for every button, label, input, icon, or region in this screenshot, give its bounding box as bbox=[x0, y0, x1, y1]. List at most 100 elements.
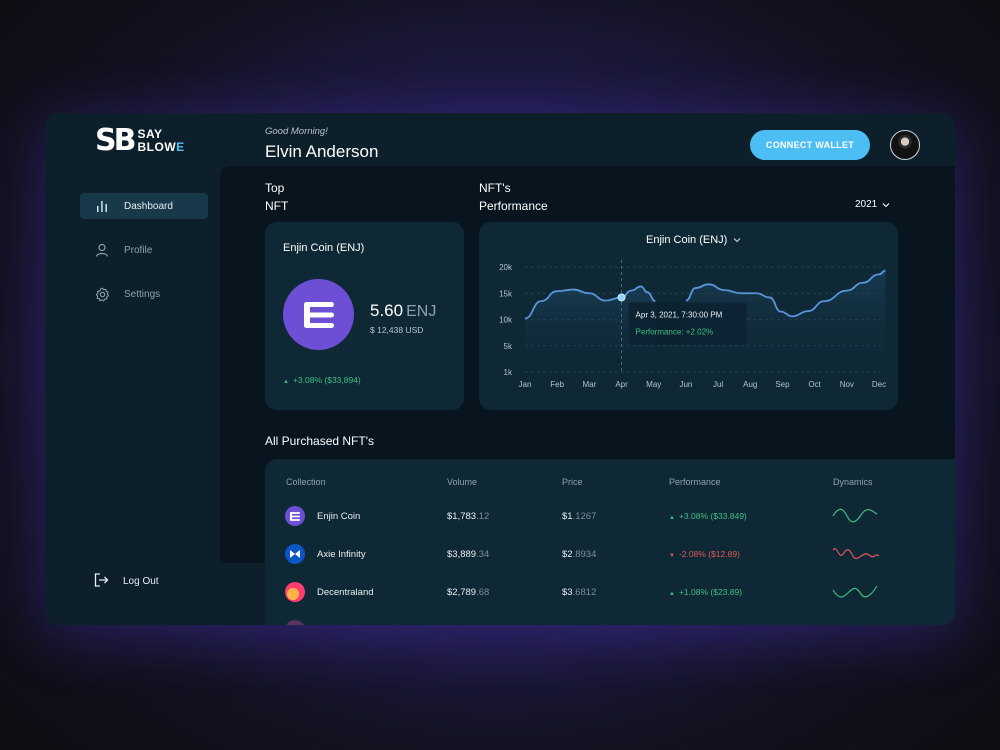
axie-icon bbox=[285, 544, 305, 564]
price-value: $3.6812 bbox=[562, 587, 596, 598]
enjin-icon bbox=[285, 506, 305, 526]
x-tick-label: Jun bbox=[679, 380, 692, 389]
y-tick-label: 5k bbox=[504, 342, 513, 351]
performance-title-line-2: Performance bbox=[479, 199, 548, 213]
price-main: $3 bbox=[562, 587, 573, 598]
sidebar-item-label: Profile bbox=[124, 244, 153, 256]
price-decimal: .1267 bbox=[572, 511, 597, 522]
nft-usd-value: $ 12,438 USD bbox=[370, 325, 424, 335]
x-tick-label: Jul bbox=[713, 380, 723, 389]
brand-logo[interactable]: SB SAY BLOWE bbox=[95, 126, 185, 156]
x-tick-label: Oct bbox=[808, 380, 821, 389]
enjin-coin-icon bbox=[283, 279, 354, 350]
top-nft-title-line-2: NFT bbox=[265, 199, 289, 213]
price-decimal: .8934 bbox=[572, 549, 597, 560]
area-fill bbox=[525, 286, 656, 372]
nft-value: 5.60 ENJ bbox=[370, 301, 436, 321]
y-tick-label: 10k bbox=[499, 316, 513, 325]
year-value: 2021 bbox=[855, 199, 878, 210]
collection-name: Enjin Coin bbox=[317, 511, 361, 522]
table-row[interactable]: Axie Infinity $3,889.34 $2.8934 ▼ -2.08% … bbox=[265, 538, 955, 576]
price-main: $1 bbox=[562, 511, 573, 522]
table-row[interactable]: Enjin Coin $1,783.12 $1.1267 ▲ +3.08% ($3… bbox=[265, 500, 955, 538]
x-tick-label: Sep bbox=[775, 380, 790, 389]
decentraland-icon bbox=[285, 582, 305, 602]
header-volume[interactable]: Volume bbox=[447, 477, 478, 487]
x-tick-label: Apr bbox=[615, 380, 628, 389]
sidebar-item-settings[interactable]: Settings bbox=[80, 281, 208, 307]
coin-value: Enjin Coin (ENJ) bbox=[646, 234, 728, 246]
performance-chart[interactable]: 20k 15k 10k 5k 1k Jan Feb Mar Apr May Jun Jul Aug Sep… bbox=[479, 222, 898, 410]
volume-decimal: .34 bbox=[476, 549, 490, 560]
nft-table: Collection Volume Price Performance Dyna… bbox=[265, 459, 955, 625]
nft-value-number: 5.60 bbox=[370, 301, 404, 320]
performance-value: ▲ +1.08% ($23.89) bbox=[669, 587, 742, 597]
sidebar-item-dashboard[interactable]: Dashboard bbox=[80, 193, 208, 219]
logo-mark: SB bbox=[95, 123, 137, 158]
volume-main: $1,783 bbox=[447, 511, 477, 522]
connect-wallet-button[interactable]: CONNECT WALLET bbox=[750, 130, 870, 160]
volume-value: $3,889.34 bbox=[447, 549, 489, 560]
nft-performance: ▲ +3.08% ($33,894) bbox=[283, 375, 361, 385]
sidebar-nav: Dashboard Profile Settings bbox=[80, 193, 208, 325]
coin-dropdown[interactable]: Enjin Coin (ENJ) bbox=[646, 234, 741, 246]
table-row[interactable] bbox=[265, 614, 955, 625]
tooltip-date: Apr 3, 2021, 7:30:00 PM bbox=[636, 310, 723, 319]
logo-text: SAY BLOWE bbox=[137, 128, 184, 154]
series-line bbox=[685, 269, 886, 318]
nft-value-unit: ENJ bbox=[406, 303, 437, 320]
top-nft-title-line-1: Top bbox=[265, 181, 285, 195]
logo-line-1: SAY bbox=[137, 127, 163, 141]
x-tick-label: Dec bbox=[872, 380, 886, 389]
x-tick-label: Aug bbox=[743, 380, 757, 389]
sparkline-chart bbox=[832, 508, 878, 523]
table-row[interactable]: Decentraland $2,789.68 $3.6812 ▲ +1.08% (… bbox=[265, 576, 955, 614]
up-arrow-icon: ▲ bbox=[669, 515, 675, 521]
y-tick-label: 1k bbox=[504, 368, 513, 377]
top-nft-title: Top NFT bbox=[265, 179, 288, 215]
sidebar-item-label: Dashboard bbox=[124, 200, 173, 212]
header-dynamics[interactable]: Dynamics bbox=[833, 477, 873, 487]
collection-icon bbox=[285, 620, 305, 625]
volume-decimal: .68 bbox=[476, 587, 490, 598]
sparkline-chart bbox=[832, 548, 880, 560]
x-tick-label: May bbox=[646, 380, 661, 389]
header-collection[interactable]: Collection bbox=[286, 477, 326, 487]
greeting-text: Good Morning! bbox=[265, 126, 328, 137]
avatar[interactable] bbox=[890, 130, 920, 160]
logout-label: Log Out bbox=[123, 575, 159, 587]
volume-value: $2,789.68 bbox=[447, 587, 489, 598]
bar-chart-icon bbox=[94, 198, 110, 214]
x-tick-label: Jan bbox=[519, 380, 532, 389]
header-performance[interactable]: Performance bbox=[669, 477, 721, 487]
price-decimal: .6812 bbox=[572, 587, 597, 598]
volume-value: $1,783.12 bbox=[447, 511, 489, 522]
app-window: SB SAY BLOWE Dashboard Profile Settings bbox=[45, 113, 955, 625]
logo-line-2-main: BLOW bbox=[137, 140, 177, 154]
performance-text: -2.08% ($12.89) bbox=[678, 549, 740, 559]
performance-text: +1.08% ($23.89) bbox=[678, 587, 743, 597]
volume-main: $3,889 bbox=[447, 549, 477, 560]
price-value: $1.1267 bbox=[562, 511, 596, 522]
year-dropdown[interactable]: 2021 bbox=[855, 199, 890, 210]
logo-line-2: BLOWE bbox=[137, 141, 184, 154]
collection-name: Axie Infinity bbox=[317, 549, 366, 560]
user-icon bbox=[94, 242, 110, 258]
sidebar-item-profile[interactable]: Profile bbox=[80, 237, 208, 263]
highlight-point bbox=[617, 293, 626, 302]
header-price[interactable]: Price bbox=[562, 477, 583, 487]
user-name: Elvin Anderson bbox=[265, 142, 379, 161]
sidebar-item-label: Settings bbox=[124, 288, 161, 300]
top-nft-card[interactable]: Enjin Coin (ENJ) 5.60 ENJ $ 12,438 USD ▲ +… bbox=[265, 222, 464, 410]
up-arrow-icon: ▲ bbox=[283, 379, 289, 385]
y-tick-label: 20k bbox=[499, 263, 513, 272]
tooltip-box bbox=[628, 302, 747, 345]
performance-text: +3.08% ($33.849) bbox=[678, 511, 747, 521]
performance-value: ▲ +3.08% ($33.849) bbox=[669, 511, 747, 521]
x-tick-label: Feb bbox=[550, 380, 564, 389]
logout-button[interactable]: Log Out bbox=[94, 573, 159, 589]
volume-decimal: .12 bbox=[476, 511, 490, 522]
price-main: $2 bbox=[562, 549, 573, 560]
x-tick-label: Mar bbox=[582, 380, 596, 389]
nft-name: Enjin Coin (ENJ) bbox=[283, 242, 365, 254]
